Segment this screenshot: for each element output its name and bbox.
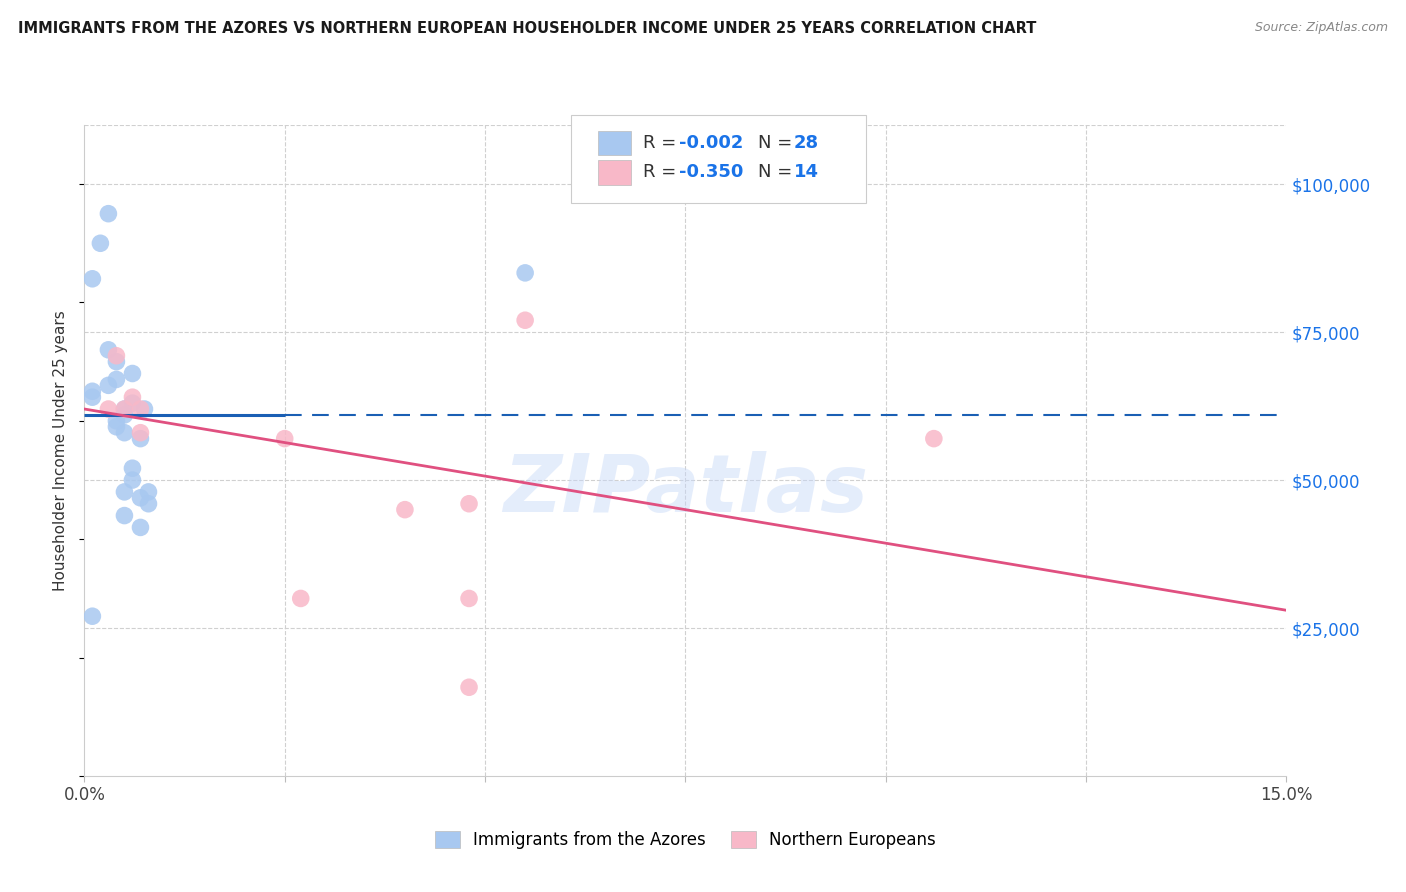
Point	[82, 272, 104, 286]
Point	[121, 396, 143, 410]
FancyBboxPatch shape	[598, 131, 631, 155]
Point	[134, 402, 156, 417]
Text: N =: N =	[758, 134, 797, 153]
Point	[114, 425, 135, 440]
Point	[129, 425, 152, 440]
Legend: Immigrants from the Azores, Northern Europeans: Immigrants from the Azores, Northern Eur…	[429, 824, 942, 855]
Text: -0.350: -0.350	[679, 163, 744, 181]
Point	[394, 502, 416, 516]
Point	[129, 491, 152, 505]
Point	[82, 390, 104, 404]
Point	[97, 343, 120, 357]
Point	[290, 591, 312, 606]
Point	[105, 372, 128, 386]
Point	[114, 484, 135, 499]
Point	[129, 402, 152, 417]
Point	[129, 520, 152, 534]
Point	[138, 497, 160, 511]
Point	[97, 207, 120, 221]
Point	[274, 432, 297, 446]
Text: R =: R =	[644, 134, 682, 153]
Text: -0.002: -0.002	[679, 134, 744, 153]
Point	[129, 432, 152, 446]
Point	[515, 313, 537, 327]
Point	[458, 591, 481, 606]
Point	[97, 402, 120, 417]
Point	[105, 414, 128, 428]
Point	[114, 402, 135, 417]
Point	[121, 461, 143, 475]
Y-axis label: Householder Income Under 25 years: Householder Income Under 25 years	[53, 310, 69, 591]
Text: ZIPatlas: ZIPatlas	[503, 450, 868, 529]
Text: R =: R =	[644, 163, 682, 181]
Point	[97, 378, 120, 392]
Point	[114, 408, 135, 422]
Point	[82, 609, 104, 624]
Text: 14: 14	[793, 163, 818, 181]
Point	[121, 390, 143, 404]
Point	[922, 432, 945, 446]
Point	[89, 236, 111, 251]
Text: Source: ZipAtlas.com: Source: ZipAtlas.com	[1254, 21, 1388, 35]
Point	[515, 266, 537, 280]
Point	[105, 349, 128, 363]
Point	[458, 680, 481, 694]
Text: IMMIGRANTS FROM THE AZORES VS NORTHERN EUROPEAN HOUSEHOLDER INCOME UNDER 25 YEAR: IMMIGRANTS FROM THE AZORES VS NORTHERN E…	[18, 21, 1036, 37]
Point	[82, 384, 104, 399]
Point	[114, 508, 135, 523]
Point	[121, 473, 143, 487]
Point	[114, 402, 135, 417]
FancyBboxPatch shape	[571, 115, 866, 203]
Point	[105, 354, 128, 368]
Text: 28: 28	[793, 134, 818, 153]
Point	[138, 484, 160, 499]
FancyBboxPatch shape	[598, 160, 631, 185]
Text: N =: N =	[758, 163, 797, 181]
Point	[105, 419, 128, 434]
Point	[121, 367, 143, 381]
Point	[458, 497, 481, 511]
